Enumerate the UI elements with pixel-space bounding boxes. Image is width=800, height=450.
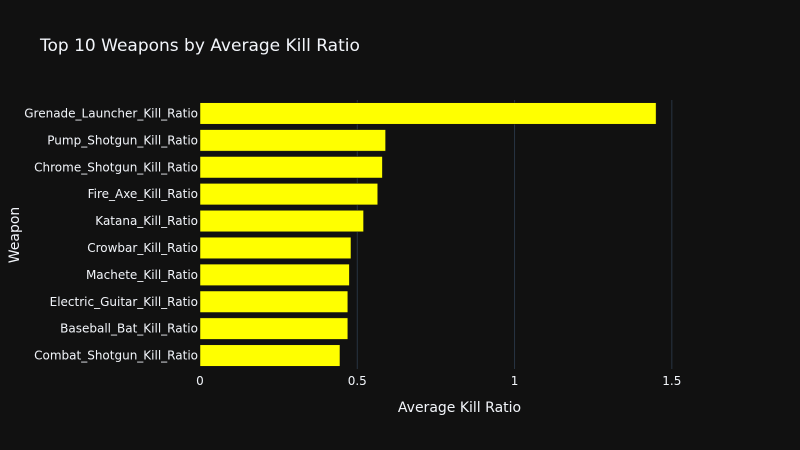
y-tick-label: Grenade_Launcher_Kill_Ratio (24, 106, 198, 120)
y-tick-label: Crowbar_Kill_Ratio (87, 241, 198, 255)
x-tick-label: 1.5 (662, 374, 681, 388)
bar (199, 129, 386, 152)
x-tick-label: 1 (511, 374, 519, 388)
bar (199, 263, 350, 286)
y-axis-title: Weapon (7, 207, 23, 264)
y-tick-label: Electric_Guitar_Kill_Ratio (50, 295, 198, 309)
y-tick-label: Chrome_Shotgun_Kill_Ratio (34, 160, 198, 174)
x-tick-label: 0 (196, 374, 204, 388)
y-tick-label: Pump_Shotgun_Kill_Ratio (47, 133, 198, 147)
bar (199, 183, 378, 206)
bar (199, 102, 657, 125)
bar (199, 290, 349, 313)
bar (199, 317, 349, 340)
bars (199, 102, 657, 367)
y-tick-labels: Grenade_Launcher_Kill_Ratio Pump_Shotgun_… (24, 106, 198, 362)
y-tick-label: Baseball_Bat_Kill_Ratio (60, 322, 198, 336)
y-tick-label: Fire_Axe_Kill_Ratio (88, 187, 198, 201)
x-tick-labels: 0 0.5 1 1.5 (196, 374, 681, 388)
bar (199, 236, 352, 259)
bar (199, 344, 341, 367)
x-tick-label: 0.5 (348, 374, 367, 388)
y-tick-label: Katana_Kill_Ratio (95, 214, 198, 228)
bar (199, 156, 383, 179)
bar (199, 210, 364, 233)
chart-title: Top 10 Weapons by Average Kill Ratio (39, 36, 360, 56)
grid-lines (356, 100, 673, 369)
y-tick-label: Combat_Shotgun_Kill_Ratio (34, 349, 198, 363)
y-tick-label: Machete_Kill_Ratio (86, 268, 198, 282)
x-axis-title: Average Kill Ratio (398, 400, 521, 416)
